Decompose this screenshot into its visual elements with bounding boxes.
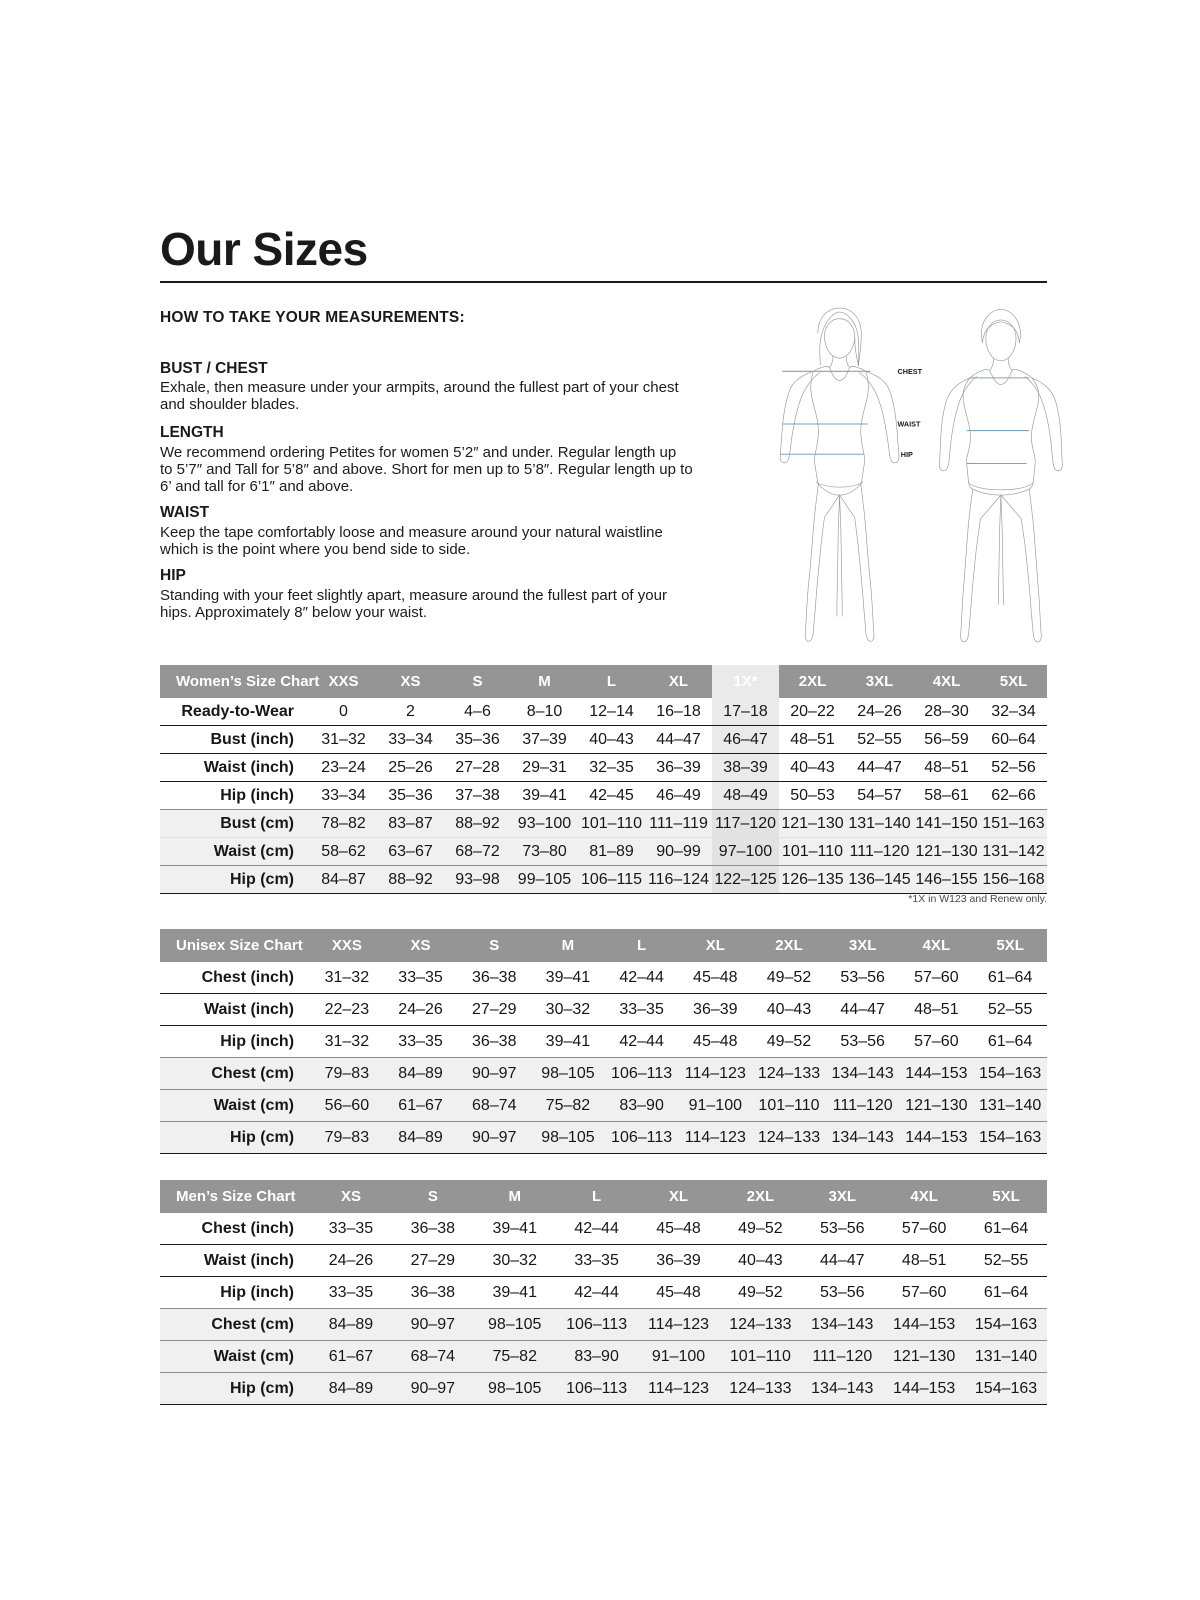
- svg-text:HIP: HIP: [901, 450, 913, 459]
- svg-text:CHEST: CHEST: [898, 367, 923, 376]
- svg-text:WAIST: WAIST: [898, 420, 921, 429]
